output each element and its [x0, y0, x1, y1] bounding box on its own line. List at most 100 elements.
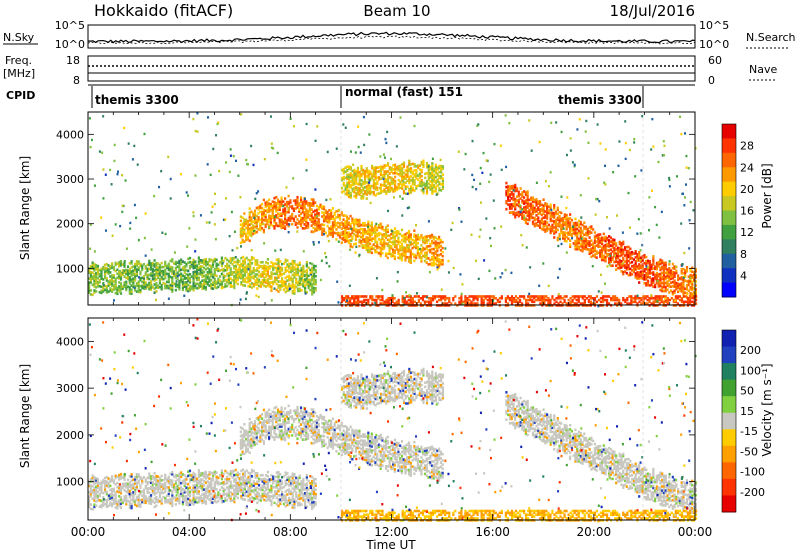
power-cell — [144, 285, 147, 288]
power-cell — [662, 265, 666, 269]
power-cell — [213, 271, 216, 275]
power-cell — [346, 177, 349, 181]
power-cell — [682, 281, 685, 285]
power-cell — [273, 272, 277, 276]
power-cell — [390, 240, 393, 244]
power-cell — [353, 232, 356, 236]
power-cell — [291, 261, 294, 265]
power-cell — [521, 215, 524, 218]
power-cell — [579, 244, 582, 248]
power-cell — [100, 273, 103, 277]
power-cell — [425, 251, 428, 254]
power-cell — [376, 166, 379, 169]
power-cell — [634, 296, 637, 300]
power-cell — [604, 249, 607, 253]
power-cell — [466, 300, 469, 304]
power-cell — [296, 226, 299, 229]
power-cell — [249, 259, 252, 262]
power-cell — [171, 260, 174, 263]
power-cell — [583, 233, 586, 237]
power-cell — [344, 234, 347, 237]
power-cell — [144, 212, 147, 215]
power-cell — [222, 277, 225, 281]
power-cell — [674, 265, 677, 268]
power-cell — [629, 267, 632, 271]
power-cell — [439, 240, 443, 244]
power-cell — [269, 202, 273, 206]
power-cell — [353, 170, 356, 174]
power-cell — [344, 192, 347, 196]
power-cell — [600, 250, 604, 254]
power-cell — [677, 278, 680, 282]
power-cell — [413, 124, 416, 128]
power-cell — [141, 280, 144, 284]
power-cell — [431, 188, 434, 191]
power-cell — [336, 280, 339, 283]
power-cell — [276, 216, 280, 220]
power-cell — [525, 246, 528, 249]
power-cell — [328, 229, 331, 232]
power-cell — [611, 258, 614, 261]
power-cell — [669, 275, 673, 278]
freq-unit: [MHz] — [3, 67, 35, 80]
power-cell — [201, 275, 204, 278]
power-cell — [402, 163, 406, 167]
power-cell — [162, 273, 165, 277]
power-cell — [303, 290, 307, 293]
power-cell — [277, 270, 280, 273]
power-cell — [349, 224, 352, 228]
power-cell — [618, 140, 621, 143]
power-cell — [528, 119, 531, 122]
power-cell — [326, 150, 329, 154]
power-cell — [592, 248, 595, 251]
power-cell — [399, 254, 402, 258]
power-cell — [397, 168, 400, 172]
power-cell — [372, 237, 375, 240]
power-cell — [567, 217, 570, 220]
power-cell — [678, 295, 682, 298]
power-cell — [319, 225, 322, 229]
power-cell — [427, 263, 430, 266]
power-cell — [353, 182, 356, 186]
power-cell — [307, 286, 310, 290]
power-cell — [153, 287, 156, 290]
power-cell — [347, 191, 351, 195]
power-cell — [439, 260, 443, 264]
power-cell — [317, 224, 320, 227]
power-cell — [365, 191, 368, 194]
power-cell — [331, 225, 335, 228]
power-cell — [655, 275, 658, 279]
power-cell — [284, 197, 287, 200]
power-cell — [402, 250, 405, 253]
power-cell — [312, 200, 315, 204]
power-cell — [330, 209, 333, 213]
power-cell — [259, 218, 262, 222]
power-cell — [401, 295, 404, 298]
power-cell — [321, 223, 324, 226]
power-cell — [286, 289, 289, 293]
power-cell — [572, 222, 575, 225]
power-cell — [111, 282, 114, 285]
power-cell — [615, 258, 618, 261]
power-cell — [404, 181, 407, 184]
power-cell — [409, 253, 412, 256]
power-cell — [425, 182, 429, 185]
power-cell — [194, 174, 197, 177]
power-cell — [107, 284, 110, 287]
power-cell — [438, 261, 441, 265]
power-cell — [429, 244, 432, 248]
power-cell — [420, 170, 423, 174]
power-cell — [280, 285, 284, 288]
power-cell — [157, 286, 160, 290]
power-cell — [427, 168, 430, 171]
power-cell — [526, 200, 529, 203]
power-cell — [690, 300, 694, 304]
power-cell — [321, 231, 324, 234]
power-cell — [289, 117, 292, 120]
power-cell — [130, 272, 133, 275]
power-cell — [284, 290, 287, 294]
power-cell — [423, 255, 427, 259]
power-cell — [346, 187, 349, 191]
power-cell — [512, 210, 515, 214]
power-cell — [439, 258, 443, 262]
